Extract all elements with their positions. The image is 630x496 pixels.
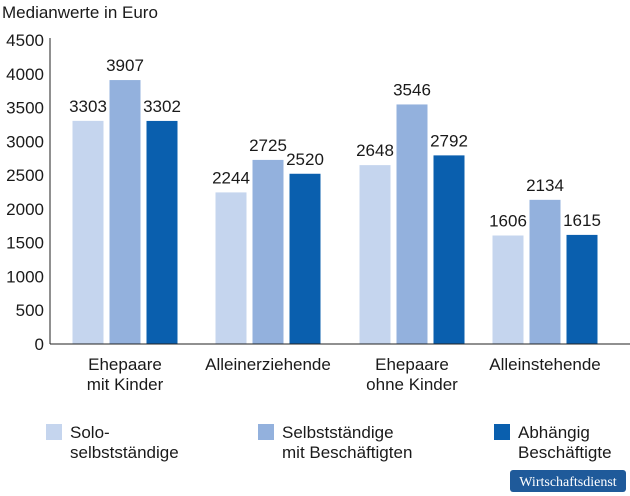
bar bbox=[72, 120, 104, 344]
y-tick-label: 4500 bbox=[6, 31, 44, 50]
bar-value-label: 1615 bbox=[563, 211, 601, 230]
bar-value-label: 2520 bbox=[286, 150, 324, 169]
bar-value-label: 2648 bbox=[356, 141, 394, 160]
category-label: Alleinerziehende bbox=[205, 355, 331, 374]
category-label: Ehepaare ohne Kinder bbox=[366, 355, 458, 394]
bar bbox=[433, 155, 465, 344]
bar-value-label: 1606 bbox=[489, 212, 527, 231]
category-label: Alleinstehende bbox=[489, 355, 601, 374]
y-tick-label: 0 bbox=[35, 335, 44, 354]
y-tick-label: 3000 bbox=[6, 132, 44, 151]
y-tick-label: 4000 bbox=[6, 65, 44, 84]
bar-value-label: 3303 bbox=[69, 97, 107, 116]
bar-value-label: 2244 bbox=[212, 168, 250, 187]
legend-swatch bbox=[46, 424, 62, 440]
bar bbox=[566, 234, 598, 344]
y-tick-label: 1000 bbox=[6, 267, 44, 286]
legend-label: Selbstständige mit Beschäftigten bbox=[282, 423, 412, 462]
bar-value-label: 3907 bbox=[106, 56, 144, 75]
category-labels: Ehepaare mit Kinder Alleinerziehende Ehepaa… bbox=[87, 355, 601, 394]
bar-value-label: 2725 bbox=[249, 136, 287, 155]
bar bbox=[215, 192, 247, 344]
y-tick-label: 2500 bbox=[6, 166, 44, 185]
legend-swatch bbox=[258, 424, 274, 440]
badge-text: Wirtschaftsdienst bbox=[519, 475, 617, 490]
bar-value-label: 3546 bbox=[393, 80, 431, 99]
bar bbox=[109, 80, 141, 344]
bar bbox=[529, 199, 561, 344]
legend-swatch bbox=[494, 424, 510, 440]
legend: Solo-selbstständige Selbstständige mit Bes… bbox=[46, 423, 612, 462]
y-tick-label: 2000 bbox=[6, 200, 44, 219]
category-label: Ehepaare mit Kinder bbox=[87, 355, 164, 394]
bar bbox=[146, 120, 178, 345]
bar bbox=[396, 104, 428, 344]
bar bbox=[252, 159, 284, 344]
y-axis-labels: 0 500 1000 1500 2000 2500 3000 3500 4000 4500 bbox=[6, 31, 44, 354]
legend-label: Solo-selbstständige bbox=[70, 423, 179, 462]
bar bbox=[359, 165, 391, 344]
y-tick-label: 500 bbox=[16, 301, 44, 320]
wirtschaftsdienst-badge: Wirtschaftsdienst bbox=[510, 470, 626, 492]
unit-label: Medianwerte in Euro bbox=[2, 3, 158, 22]
legend-label: Abhängig Beschäftigte bbox=[518, 423, 612, 462]
y-tick-label: 3500 bbox=[6, 99, 44, 118]
bar-value-label: 2134 bbox=[526, 176, 564, 195]
bars bbox=[72, 80, 598, 345]
bar bbox=[492, 235, 524, 344]
badge-background bbox=[510, 470, 626, 492]
bar bbox=[289, 173, 321, 344]
y-tick-label: 1500 bbox=[6, 234, 44, 253]
bar-value-label: 3302 bbox=[143, 97, 181, 116]
bar-value-label: 2792 bbox=[430, 131, 468, 150]
